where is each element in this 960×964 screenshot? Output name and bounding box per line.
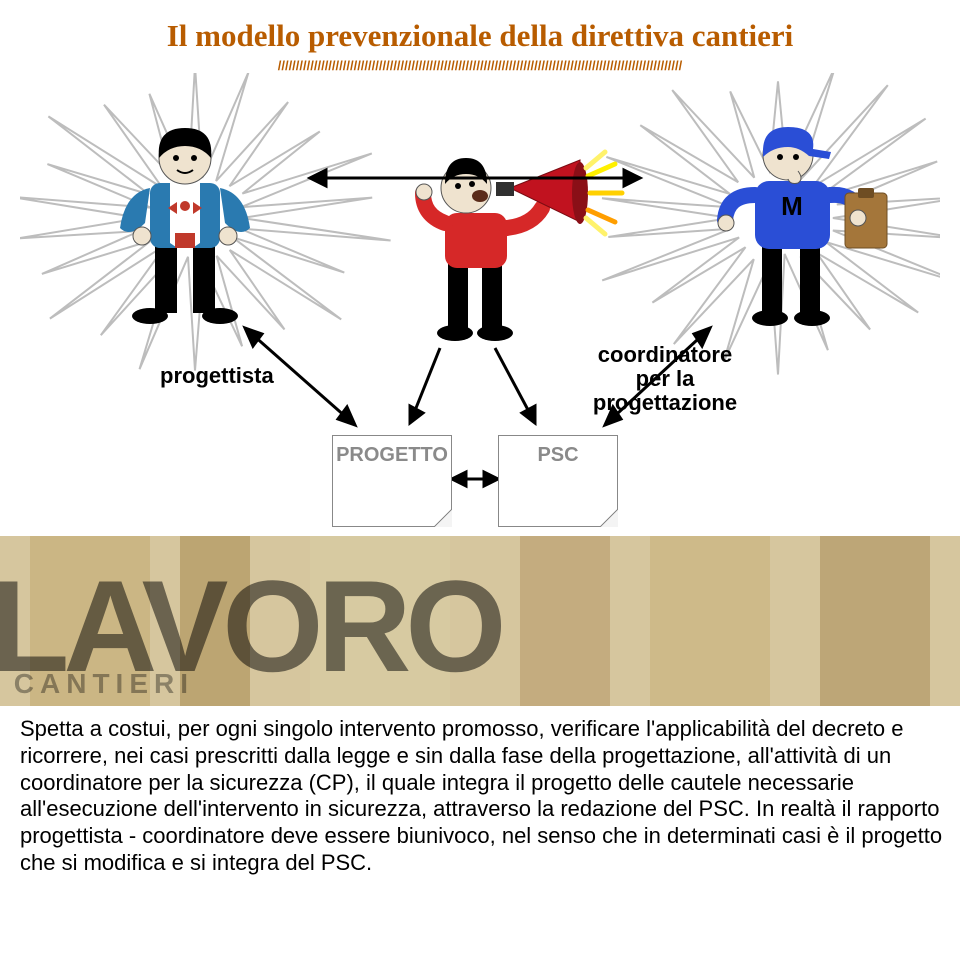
svg-text:M: M (781, 191, 803, 221)
coord-line2: per la (636, 366, 695, 391)
doc-progetto: PROGETTO (332, 435, 452, 527)
bg-band-subtext: CANTIERI (0, 668, 194, 700)
starbursts-svg (20, 73, 940, 553)
page-title: Il modello prevenzionale della direttiva… (20, 18, 940, 54)
coord-line3: progettazione (593, 390, 737, 415)
doc-psc: PSC (498, 435, 618, 527)
progettista-label: progettista (160, 363, 274, 389)
bg-band: LAVORO CANTIERI (0, 536, 960, 706)
title-underline: ////////////////////////////////////////… (20, 58, 940, 73)
figures-svg: M (20, 73, 940, 553)
diagram-canvas: M (20, 73, 940, 553)
body-paragraph: Spetta a costui, per ogni singolo interv… (20, 716, 952, 877)
coordinatore-label: coordinatore per la progettazione (575, 343, 755, 416)
doc-psc-label: PSC (499, 444, 617, 467)
doc-progetto-label: PROGETTO (333, 444, 451, 467)
coord-line1: coordinatore (598, 342, 732, 367)
